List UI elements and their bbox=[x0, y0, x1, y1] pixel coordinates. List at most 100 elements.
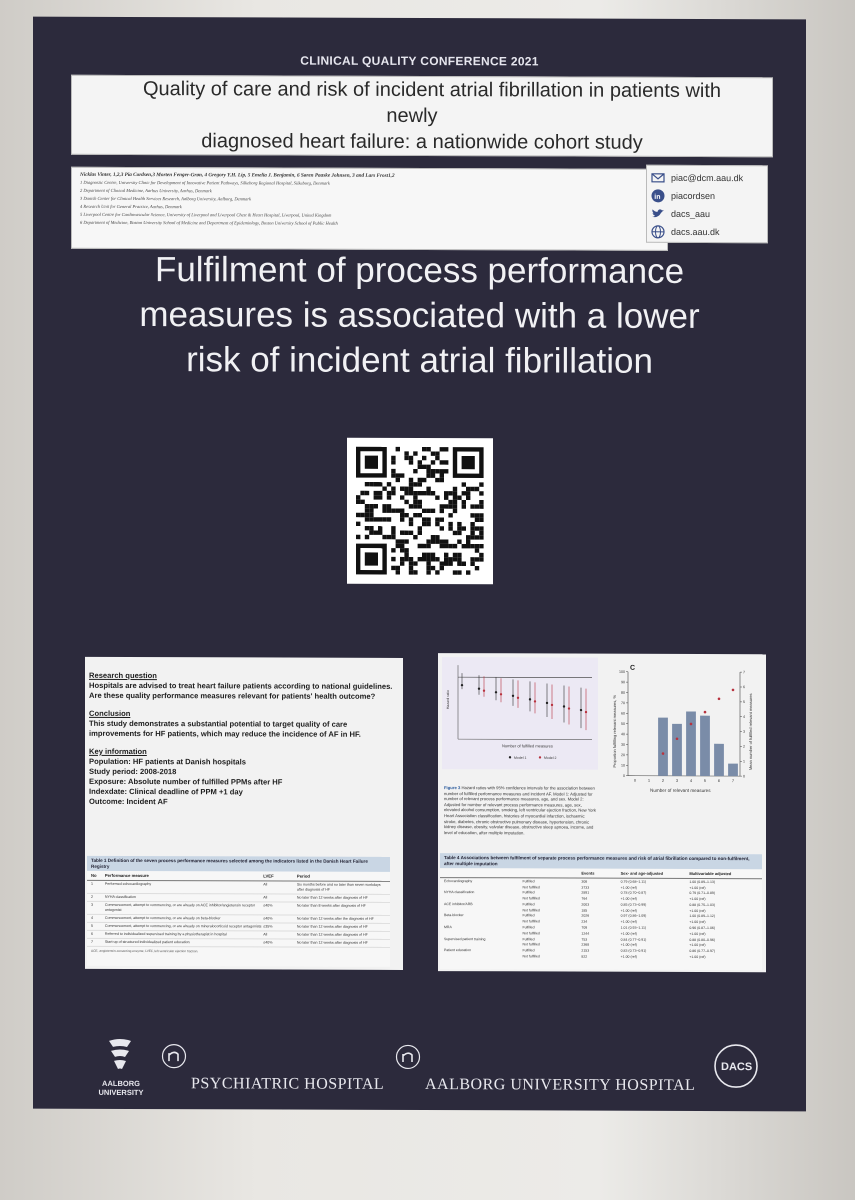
contact-linkedin[interactable]: in piacordsen bbox=[651, 187, 763, 205]
qr-module bbox=[461, 561, 466, 566]
qr-module bbox=[444, 552, 449, 558]
table4-cell: +1.00 (ref) bbox=[620, 931, 637, 936]
mean-point bbox=[675, 737, 679, 741]
qr-module bbox=[413, 482, 418, 487]
bar-y-tick-label-right: 2 bbox=[743, 745, 745, 749]
qr-module bbox=[457, 530, 462, 536]
qr-module bbox=[439, 539, 444, 544]
qr-module bbox=[470, 526, 475, 531]
qr-module bbox=[452, 543, 458, 549]
qr-module bbox=[470, 530, 475, 536]
table1-cell: No later than 12 weeks after the diagnos… bbox=[296, 916, 374, 922]
key-item: Outcome: Incident AF bbox=[89, 796, 168, 807]
qr-module bbox=[479, 530, 484, 536]
bar-x-tick-label: 6 bbox=[718, 778, 721, 783]
qr-module bbox=[448, 526, 453, 531]
table4-cell: Fulfilled bbox=[522, 925, 535, 930]
affiliation: 1 Diagnostic Centre, University Clinic f… bbox=[80, 179, 330, 186]
qr-module bbox=[444, 460, 449, 465]
table4-cell: Not fulfilled bbox=[522, 896, 540, 901]
qr-module bbox=[413, 490, 418, 496]
bar-y-tick-label-right: 5 bbox=[743, 700, 745, 704]
bar-x-tick-label: 7 bbox=[732, 778, 735, 783]
globe-icon bbox=[651, 225, 665, 239]
qr-module bbox=[439, 517, 444, 522]
qr-module bbox=[435, 469, 440, 474]
svg-text:in: in bbox=[654, 194, 660, 201]
qr-module bbox=[448, 561, 453, 566]
qr-module bbox=[386, 495, 392, 500]
table4-cell: +1.00 (ref) bbox=[620, 885, 637, 890]
table1-cell: No later than 8 weeks after diagnosis of… bbox=[296, 903, 366, 909]
qr-module bbox=[470, 561, 475, 566]
bar-y-tick-label-right: 7 bbox=[743, 670, 745, 674]
qr-module bbox=[470, 513, 475, 518]
bar-y-tick-label: 10 bbox=[621, 764, 625, 768]
qr-module bbox=[444, 504, 449, 509]
qr-module bbox=[404, 552, 409, 557]
qr-module bbox=[400, 517, 405, 522]
qr-code[interactable] bbox=[347, 437, 493, 585]
qr-module bbox=[474, 557, 480, 562]
bar bbox=[672, 723, 682, 776]
figure3-caption: Figure 3 Hazard ratios with 95% confiden… bbox=[444, 785, 596, 836]
table4-cell: 185 bbox=[581, 908, 588, 913]
table4-title: Table 4 Associations between fulfilment … bbox=[440, 853, 762, 870]
table4-cell bbox=[444, 896, 523, 901]
table4-body: Echocardiography Fulfilled 308 0.79 (0.68–1… bbox=[440, 878, 762, 960]
bar-x-tick-label: 5 bbox=[704, 778, 707, 783]
qr-module bbox=[466, 486, 471, 492]
qr-module bbox=[391, 490, 396, 496]
qr-module bbox=[417, 460, 422, 465]
qr-module bbox=[364, 508, 370, 513]
qr-module bbox=[404, 486, 409, 491]
qr-module bbox=[439, 473, 444, 478]
qr-module bbox=[422, 491, 427, 496]
qr-module bbox=[404, 490, 409, 496]
qr-module bbox=[404, 556, 409, 562]
qr-module bbox=[457, 570, 462, 575]
table1-cell: ≤40% bbox=[263, 903, 273, 908]
figure3-caption-text: Hazard ratios with 95% confidence interv… bbox=[444, 785, 596, 836]
qr-module bbox=[435, 535, 440, 540]
poster-title-box: Quality of care and risk of incident atr… bbox=[71, 74, 773, 158]
table4-cell bbox=[444, 919, 523, 924]
qr-module bbox=[466, 570, 471, 575]
qr-module bbox=[479, 544, 484, 549]
poster-title-line2: diagnosed heart failure: a nationwide co… bbox=[201, 130, 643, 154]
contact-twitter[interactable]: dacs_aau bbox=[651, 205, 763, 223]
qr-module bbox=[444, 539, 449, 544]
qr-module bbox=[444, 495, 449, 500]
qr-module bbox=[382, 508, 387, 513]
table4-col-header bbox=[523, 871, 582, 876]
forest-plot: Hazard ratio Number of fulfilled measure… bbox=[442, 657, 598, 770]
table1-cell: No later than 12 weeks after diagnosis o… bbox=[296, 940, 368, 946]
qr-module bbox=[430, 535, 436, 540]
contact-website[interactable]: dacs.aau.dk bbox=[651, 223, 763, 241]
bar bbox=[686, 711, 696, 776]
qr-module bbox=[426, 561, 431, 566]
qr-module bbox=[466, 495, 471, 500]
qr-module bbox=[466, 543, 471, 549]
table4-cell: Fulfilled bbox=[522, 948, 535, 953]
qr-module bbox=[448, 499, 453, 505]
table4-cell: 0.83 (0.73–0.91) bbox=[620, 948, 647, 953]
mean-point bbox=[661, 752, 665, 755]
mean-point bbox=[703, 710, 707, 714]
contact-email[interactable]: piac@dcm.aau.dk bbox=[651, 169, 763, 187]
qr-module bbox=[417, 477, 422, 483]
qr-module bbox=[417, 504, 422, 509]
qr-module bbox=[400, 486, 405, 491]
qr-module bbox=[422, 543, 427, 549]
qr-module bbox=[439, 469, 444, 474]
qr-module bbox=[439, 508, 444, 514]
author-list: Nicklas Vinter, 1,2,3 Pia Cordsen,3 Mort… bbox=[80, 171, 395, 179]
main-claim-line: Fulfilment of process performance bbox=[154, 250, 685, 291]
table1-cell: Six months before and no later than seve… bbox=[296, 882, 381, 892]
table4-cell: Not fulfilled bbox=[522, 931, 540, 936]
email-text: piac@dcm.aau.dk bbox=[671, 172, 744, 184]
main-claim: Fulfilment of process performance measur… bbox=[63, 247, 776, 384]
qr-module bbox=[452, 504, 458, 509]
qr-module bbox=[474, 517, 480, 523]
table4-cell: +1.00 (ref) bbox=[689, 954, 706, 959]
